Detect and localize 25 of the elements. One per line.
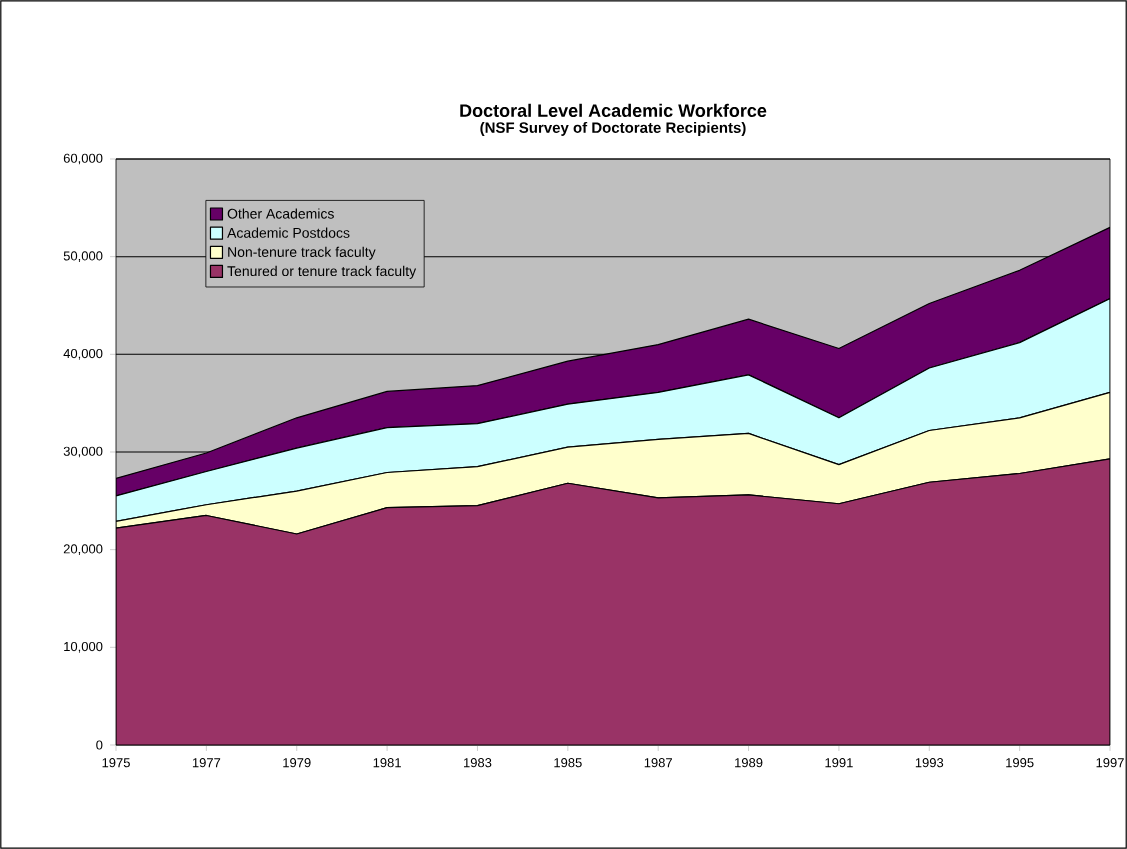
x-tick-label: 1991 [825,758,853,768]
y-tick-label: 0 [96,740,103,750]
x-tick-label: 1997 [1096,758,1124,768]
legend-label: Other Academics [227,208,334,219]
chart-subtitle: (NSF Survey of Doctorate Recipients) [480,121,746,136]
y-tick-label: 50,000 [63,251,103,263]
x-tick-label: 1987 [644,758,672,768]
y-tick-label: 60,000 [63,153,103,165]
x-tick-label: 1983 [464,758,492,768]
x-tick-label: 1989 [735,758,763,768]
x-tick-label: 1977 [192,758,221,768]
x-tick-label: 1975 [102,758,130,768]
legend-label: Tenured or tenure track faculty [227,265,417,279]
x-tick-label: 1995 [1006,758,1034,768]
y-tick-label: 30,000 [63,446,103,458]
x-tick-label: 1979 [283,758,311,768]
chart-title: Doctoral Level Academic Workforce [460,103,767,117]
legend-label: Non-tenure track faculty [228,246,376,260]
y-tick-label: 20,000 [63,544,103,556]
x-tick-label: 1993 [915,758,944,768]
y-tick-label: 40,000 [63,348,103,360]
x-tick-label: 1981 [373,758,401,768]
legend-label: Academic Postdocs [227,227,350,238]
x-tick-label: 1985 [554,758,582,768]
y-tick-label: 10,000 [64,641,103,653]
